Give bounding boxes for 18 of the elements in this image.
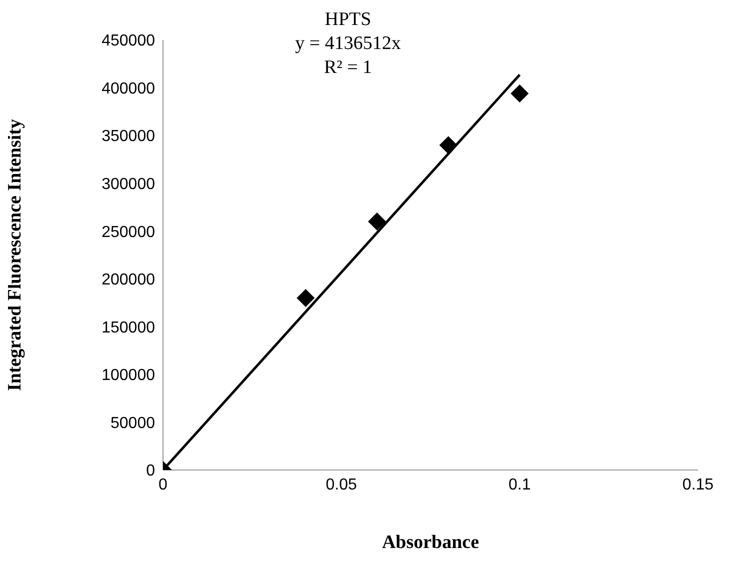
y-tick-label: 250000 bbox=[102, 224, 156, 241]
x-tick-label: 0.1 bbox=[508, 476, 531, 494]
text: HPTS bbox=[324, 9, 372, 30]
x-axis-title: Absorbance bbox=[382, 532, 480, 553]
y-tick-label: 400000 bbox=[102, 80, 156, 98]
y-tick-label: 50000 bbox=[110, 414, 156, 432]
y-tick-label: 300000 bbox=[102, 176, 156, 194]
x-tick-label: 0.15 bbox=[682, 476, 714, 494]
y-tick-label: 100000 bbox=[102, 367, 156, 384]
y-tick-label: 450000 bbox=[102, 32, 156, 50]
annotation: R² = 1 bbox=[324, 57, 372, 78]
x-tick-label: 0 bbox=[158, 476, 168, 494]
y-tick-label: 350000 bbox=[102, 128, 156, 146]
x-tick-label: 0.05 bbox=[326, 476, 358, 494]
y-tick-label: 150000 bbox=[102, 319, 156, 336]
annotation: y = 4136512x bbox=[295, 33, 401, 54]
y-tick-label: 200000 bbox=[102, 272, 156, 289]
y-tick-label: 0 bbox=[146, 462, 156, 480]
